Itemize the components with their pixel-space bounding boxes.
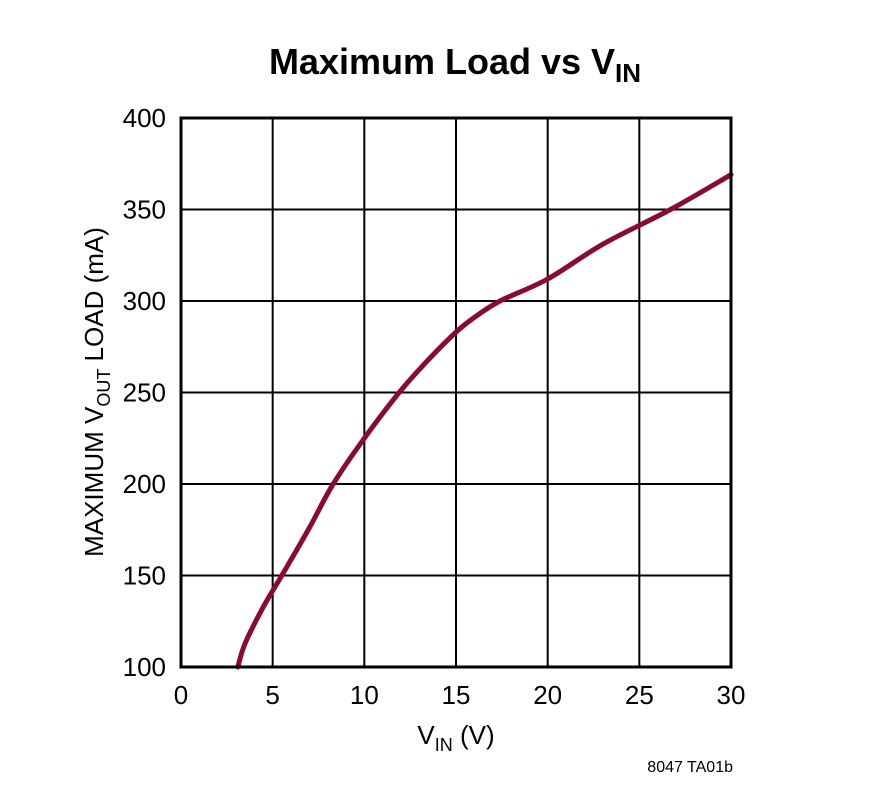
x-tick-label: 10 [350,680,379,710]
y-tick-label: 200 [123,469,166,499]
y-tick-label: 250 [123,378,166,408]
x-tick-label: 30 [717,680,746,710]
plot-frame [179,116,733,669]
x-tick-label: 20 [533,680,562,710]
x-axis-ticks: 0 5 10 15 20 25 30 [174,680,746,710]
x-tick-label: 25 [625,680,654,710]
y-axis-ticks: 100 150 200 250 300 350 400 [123,103,166,682]
figure-id-annotation: 8047 TA01b [647,759,733,776]
y-axis-label: MAXIMUM VOUT LOAD (mA) [79,227,114,557]
y-tick-label: 300 [123,286,166,316]
data-series-line [235,172,734,670]
grid-lines [180,117,732,668]
chart-title: Maximum Load vs VIN [269,41,641,88]
y-tick-label: 100 [123,652,166,682]
x-tick-label: 5 [265,680,279,710]
y-tick-label: 400 [123,103,166,133]
x-axis-label: VIN (V) [417,720,494,755]
x-tick-label: 15 [442,680,471,710]
y-tick-label: 350 [123,195,166,225]
y-tick-label: 150 [123,561,166,591]
x-tick-label: 0 [174,680,188,710]
